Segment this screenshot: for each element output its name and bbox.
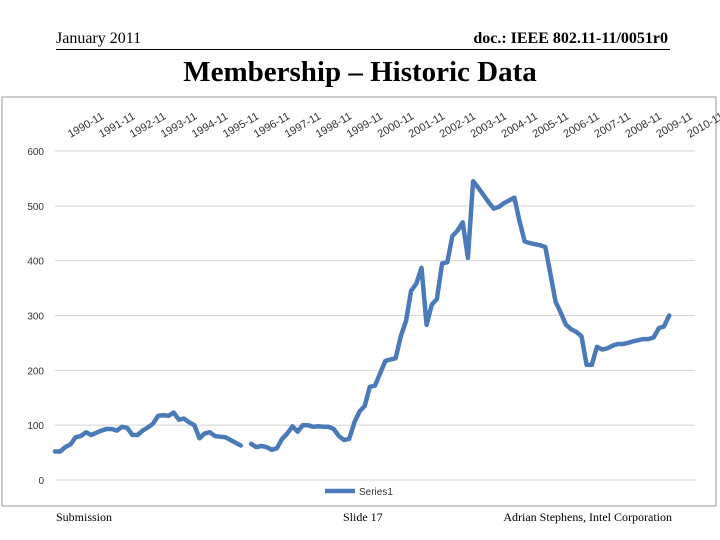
series-line-segment [248,178,672,453]
chart-container: 0 100 200 300 400 500 600 1990-11 1991-11 1992-1… [0,96,720,510]
y-tick-label: 100 [27,421,44,432]
chart-outer-border [1,96,717,507]
y-tick-label: 300 [27,312,44,323]
footer-submission: Submission [56,510,113,524]
header-date: January 2011 [56,30,142,47]
footer-slide-number: Slide 17 [343,510,383,524]
membership-line-chart: 0 100 200 300 400 500 600 1990-111991-111992-1… [1,96,720,507]
chart-frame-border [1,96,717,507]
x-axis-ticks: 1990-111991-111992-111993-111994-111995-… [66,110,720,140]
footer-author: Adrian Stephens, Intel Corporation [503,510,672,524]
y-tick-label: 0 [38,476,44,487]
header-rule [56,49,670,50]
header-doc-id: doc.: IEEE 802.11-11/0051r0 [473,30,668,47]
y-tick-label: 200 [27,366,44,377]
slide-title: Membership – Historic Data [183,56,537,88]
y-axis-ticks: 0 100 200 300 400 500 600 [27,147,44,487]
legend-label: Series1 [359,487,393,498]
y-tick-label: 500 [27,202,44,213]
chart-gridlines [55,150,695,481]
y-tick-label: 400 [27,257,44,268]
series-line-segment [52,410,244,454]
y-tick-label: 600 [27,147,44,158]
chart-legend: Series1 [325,487,393,498]
chart-series [52,178,672,454]
